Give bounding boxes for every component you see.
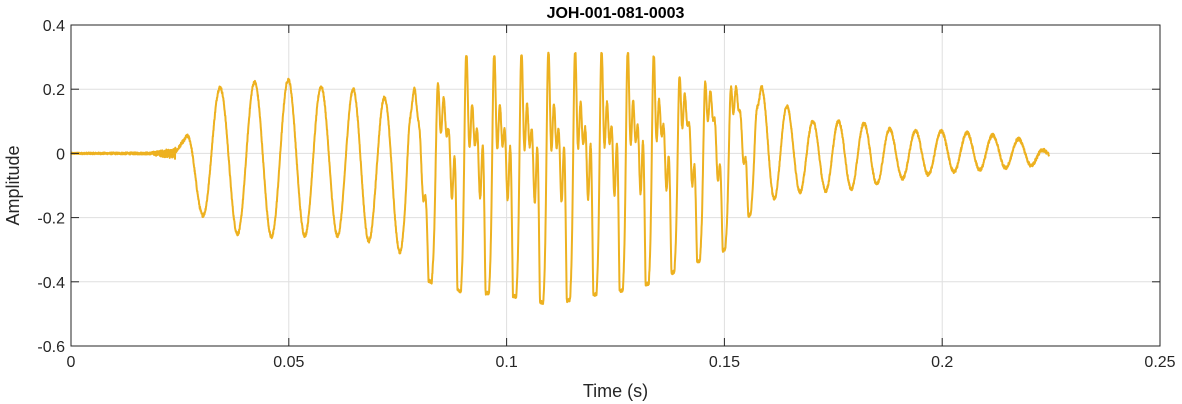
x-axis-label: Time (s) <box>583 381 648 401</box>
x-tick-label: 0.05 <box>273 354 304 371</box>
y-tick-label: -0.6 <box>37 339 65 356</box>
y-tick-label: 0 <box>56 146 65 163</box>
y-axis-label: Amplitude <box>3 145 23 225</box>
x-tick-label: 0.1 <box>495 354 517 371</box>
y-tick-label: -0.4 <box>37 275 65 292</box>
axis-ticks: 0 0.05 0.1 0.15 0.2 0.25 -0.6 -0.4 -0.2 0 0.2 0.4 <box>37 18 1175 371</box>
axes-frame <box>70 24 1161 347</box>
x-tick-label: 0 <box>67 354 76 371</box>
chart-title: JOH-001-081-0003 <box>547 5 685 22</box>
y-tick-label: -0.2 <box>37 211 65 228</box>
y-tick-label: 0.4 <box>43 18 65 35</box>
waveform-line <box>70 51 1050 305</box>
x-tick-label: 0.25 <box>1144 354 1175 371</box>
x-tick-label: 0.2 <box>931 354 953 371</box>
plot-area <box>70 51 1050 305</box>
y-tick-label: 0.2 <box>43 82 65 99</box>
x-tick-label: 0.15 <box>709 354 740 371</box>
